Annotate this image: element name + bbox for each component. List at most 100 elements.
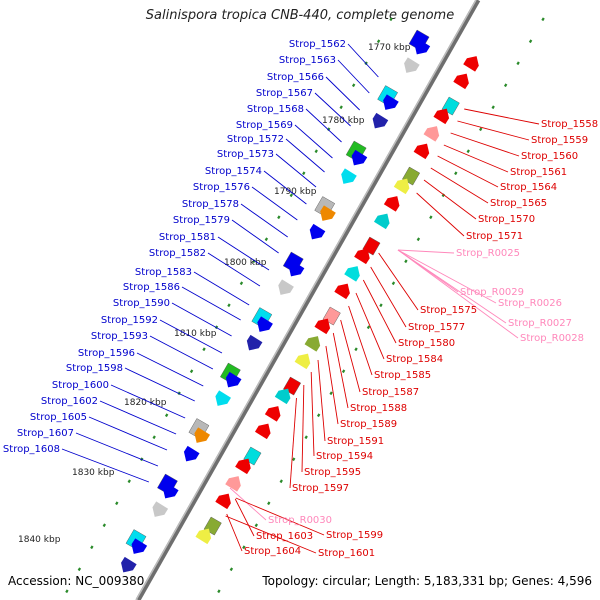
gene-label[interactable]: Strop_1599 xyxy=(326,530,383,541)
gene-label[interactable]: Strop_1581 xyxy=(159,232,216,243)
gene-label[interactable]: Strop_1574 xyxy=(205,166,262,177)
plus-strand-gene xyxy=(423,126,440,142)
gene-label[interactable]: Strop_R0028 xyxy=(520,333,584,344)
tick-mark xyxy=(541,17,545,22)
label-connector xyxy=(332,332,349,409)
gene-label[interactable]: Strop_1591 xyxy=(327,436,384,447)
gene-label[interactable]: Strop_1604 xyxy=(244,546,301,557)
gene-label[interactable]: Strop_1575 xyxy=(420,305,477,316)
minus-strand-gene xyxy=(121,556,137,573)
minus-strand-gene xyxy=(131,538,148,554)
gene-label[interactable]: Strop_1577 xyxy=(408,322,465,333)
plus-strand-gene xyxy=(314,318,331,335)
gene-label[interactable]: Strop_1578 xyxy=(182,199,239,210)
gene-label[interactable]: Strop_R0029 xyxy=(460,287,524,298)
gene-label[interactable]: Strop_1567 xyxy=(256,88,313,99)
label-connector xyxy=(251,186,298,221)
tick-mark xyxy=(391,281,396,286)
gene-label[interactable]: Strop_R0026 xyxy=(498,298,562,309)
map-title: Salinispora tropica CNB-440, complete ge… xyxy=(145,8,455,23)
plus-strand-gene xyxy=(225,476,241,492)
minus-strand-gene xyxy=(320,205,336,221)
backbone xyxy=(135,0,481,600)
tick-mark xyxy=(189,369,194,374)
gene-label[interactable]: Strop_1587 xyxy=(362,387,419,398)
label-connector xyxy=(347,43,379,78)
label-connector xyxy=(430,167,489,204)
gene-label[interactable]: Strop_R0027 xyxy=(508,318,572,329)
gene-label[interactable]: Strop_1570 xyxy=(478,214,535,225)
gene-label[interactable]: Strop_1573 xyxy=(217,149,274,160)
label-connector xyxy=(464,108,540,125)
label-connector xyxy=(289,397,297,489)
label-connector xyxy=(355,292,385,360)
gene-label[interactable]: Strop_1589 xyxy=(340,419,397,430)
gene-label[interactable]: Strop_1595 xyxy=(304,467,361,478)
gene-label[interactable]: Strop_1569 xyxy=(236,120,293,131)
gene-label[interactable]: Strop_1594 xyxy=(316,451,373,462)
gene-label[interactable]: Strop_1565 xyxy=(490,198,547,209)
tick-mark xyxy=(77,567,82,572)
plus-strand-gene xyxy=(373,213,390,230)
label-connector xyxy=(61,448,150,483)
label-connector xyxy=(234,498,255,537)
tick-mark xyxy=(164,413,169,418)
label-connector xyxy=(310,371,315,457)
gene-label[interactable]: Strop_1603 xyxy=(256,531,313,542)
gene-label[interactable]: Strop_1572 xyxy=(227,134,284,145)
tick-mark xyxy=(289,193,294,198)
gene-label[interactable]: Strop_1608 xyxy=(3,444,60,455)
gene-label[interactable]: Strop_1597 xyxy=(292,483,349,494)
label-connector xyxy=(325,76,360,111)
gene-label[interactable]: Strop_1558 xyxy=(541,119,598,130)
tick-mark xyxy=(254,523,259,528)
tick-mark xyxy=(339,105,343,110)
gene-label[interactable]: Strop_1598 xyxy=(66,363,123,374)
gene-label[interactable]: Strop_1607 xyxy=(17,428,74,439)
gene-label[interactable]: Strop_R0025 xyxy=(456,248,520,259)
gene-label[interactable]: Strop_1562 xyxy=(289,39,346,50)
gene-label[interactable]: Strop_1563 xyxy=(279,55,336,66)
gene-label[interactable]: Strop_1560 xyxy=(521,151,578,162)
gene-label[interactable]: Strop_1590 xyxy=(113,298,170,309)
label-connector xyxy=(285,138,325,173)
gene-label[interactable]: Strop_1592 xyxy=(101,315,158,326)
gene-label[interactable]: Strop_1584 xyxy=(386,354,443,365)
gene-label[interactable]: Strop_1596 xyxy=(78,348,135,359)
minus-strand-gene xyxy=(351,149,368,166)
gene-label[interactable]: Strop_1580 xyxy=(398,338,455,349)
gene-label[interactable]: Strop_1576 xyxy=(193,182,250,193)
label-connector xyxy=(225,515,317,554)
gene-label[interactable]: Strop_1579 xyxy=(173,215,230,226)
minus-strand-gene xyxy=(278,279,294,295)
gene-label[interactable]: Strop_1586 xyxy=(123,282,180,293)
tick-mark xyxy=(115,501,119,506)
minus-strand-gene xyxy=(383,94,399,110)
label-connector xyxy=(294,124,333,159)
gene-label[interactable]: Strop_1601 xyxy=(318,548,375,559)
gene-label[interactable]: Strop_1600 xyxy=(52,380,109,391)
gene-label[interactable]: Strop_1588 xyxy=(350,403,407,414)
gene-label[interactable]: Strop_1593 xyxy=(91,331,148,342)
gene-label[interactable]: Strop_1571 xyxy=(466,231,523,242)
minus-strand-gene xyxy=(194,427,211,443)
gene-label[interactable]: Strop_1568 xyxy=(247,104,304,115)
tick-mark xyxy=(267,501,271,506)
summary-text: Topology: circular; Length: 5,183,331 bp… xyxy=(262,574,592,588)
gene-label[interactable]: Strop_R0030 xyxy=(268,515,332,526)
label-connector xyxy=(416,192,465,237)
gene-label[interactable]: Strop_1605 xyxy=(30,412,87,423)
tick-mark xyxy=(90,545,94,550)
gene-label[interactable]: Strop_1585 xyxy=(374,370,431,381)
gene-label[interactable]: Strop_1582 xyxy=(149,248,206,259)
minus-strand-gene xyxy=(414,38,431,55)
gene-label[interactable]: Strop_1559 xyxy=(531,135,588,146)
gene-label[interactable]: Strop_1583 xyxy=(135,267,192,278)
tick-mark xyxy=(227,303,231,308)
gene-label[interactable]: Strop_1561 xyxy=(510,167,567,178)
tick-mark xyxy=(277,215,281,220)
gene-label[interactable]: Strop_1566 xyxy=(267,72,324,83)
label-connector xyxy=(231,219,279,254)
gene-label[interactable]: Strop_1564 xyxy=(500,182,557,193)
gene-label[interactable]: Strop_1602 xyxy=(41,396,98,407)
